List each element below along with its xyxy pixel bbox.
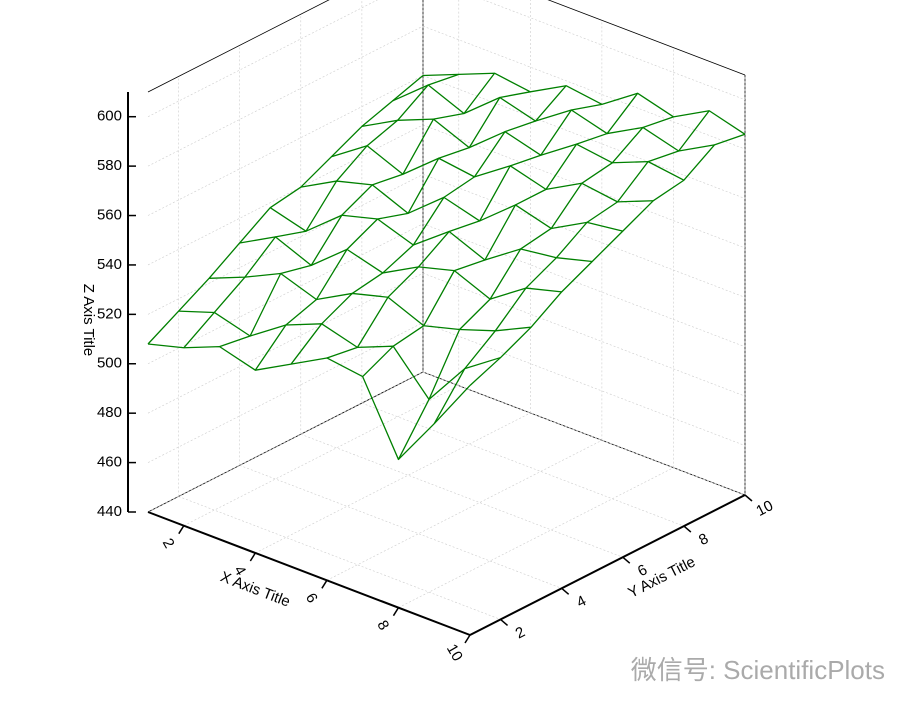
grid-line [326, 440, 603, 581]
surface-column [183, 73, 459, 349]
grid-line [422, 25, 746, 150]
surface-row [178, 310, 501, 401]
z-tick-label: 540 [97, 256, 122, 273]
grid-line [422, 223, 746, 348]
grid-line [147, 25, 424, 167]
surface-row [147, 343, 471, 461]
surface-column [362, 92, 639, 378]
z-tick-label: 460 [97, 454, 122, 471]
grid-line [147, 272, 424, 414]
y-tick [500, 618, 509, 627]
y-tick-label: 4 [574, 592, 589, 611]
grid-line [300, 433, 623, 558]
surface-column [147, 75, 424, 345]
z-tick-label: 520 [97, 305, 122, 322]
z-tick-label: 560 [97, 206, 122, 223]
x-tick-label: 10 [443, 641, 466, 664]
y-tick [561, 587, 570, 595]
grid-line [398, 467, 674, 608]
box-edge [147, 371, 424, 513]
x-tick-label: 2 [159, 536, 178, 552]
grid-line [147, 124, 424, 266]
x-tick [321, 579, 328, 589]
grid-line [422, 322, 746, 446]
grid-line [147, 371, 424, 513]
z-axis-title: Z Axis Title [80, 284, 97, 357]
surface-column [219, 72, 496, 348]
y-tick [744, 494, 753, 502]
grid-line [147, 322, 424, 463]
z-tick-label: 580 [97, 157, 122, 174]
surface-column [254, 91, 531, 371]
grid-line [147, 223, 424, 365]
x-tick [464, 634, 471, 644]
x-axis-title: X Axis Title [218, 568, 293, 610]
surface [147, 72, 746, 461]
grid-line [422, 371, 746, 496]
y-tick [683, 525, 692, 533]
box-edge [547, 0, 746, 76]
y-axis-title: Y Axis Title [625, 553, 698, 601]
surface-column [326, 103, 603, 359]
y-tick-label: 2 [513, 624, 528, 643]
surface-row [209, 272, 532, 332]
grid-line [239, 465, 562, 589]
grid-line [483, 0, 746, 100]
x-tick [249, 552, 256, 562]
z-tick-label: 600 [97, 108, 122, 125]
y-tick [622, 556, 631, 564]
grid-line [422, 272, 746, 397]
x-tick [178, 525, 185, 535]
x-tick [392, 607, 400, 617]
grid-line [422, 124, 746, 249]
grid-line [183, 385, 459, 526]
surface-row [331, 145, 654, 203]
z-tick-label: 440 [97, 503, 122, 520]
y-axis [469, 494, 746, 636]
grid-line [255, 412, 531, 554]
y-tick-label: 8 [696, 530, 711, 549]
grid-line [422, 75, 746, 199]
surface-column [469, 133, 746, 386]
surface-row [392, 84, 715, 152]
surface-row [300, 180, 623, 232]
x-tick-label: 8 [373, 618, 392, 634]
surface-column [397, 116, 674, 460]
surface-row [422, 72, 746, 135]
z-tick-label: 500 [97, 355, 122, 372]
grid-line [147, 0, 378, 117]
x-axis [147, 511, 471, 636]
grid-line [361, 402, 684, 527]
grid-line [178, 496, 501, 620]
surface-row [361, 118, 685, 181]
grid-line [147, 75, 424, 216]
grid-line [422, 174, 746, 298]
surface-row [239, 236, 562, 300]
surface-column [433, 110, 710, 425]
surface-column [290, 85, 567, 365]
box-edge [147, 0, 330, 93]
grid-line [147, 174, 424, 315]
surface-row [269, 207, 593, 263]
x-tick-label: 6 [302, 590, 321, 606]
z-tick-label: 480 [97, 404, 122, 421]
watermark: 微信号: ScientificPlots [631, 655, 885, 685]
y-tick-label: 10 [753, 497, 776, 520]
